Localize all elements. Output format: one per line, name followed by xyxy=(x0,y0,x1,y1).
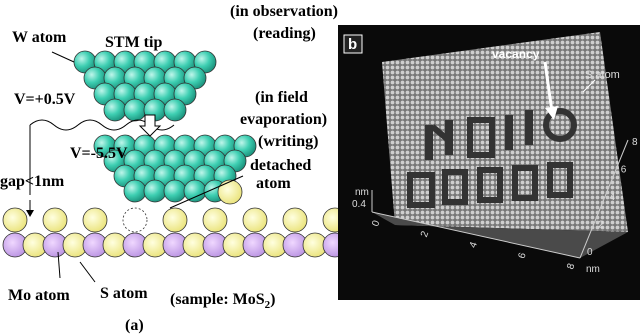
label: gap<1nm xyxy=(0,173,65,190)
atom xyxy=(3,208,27,232)
label: atom xyxy=(256,175,291,192)
atom xyxy=(43,208,67,232)
y-tick-label: 2 xyxy=(598,220,604,231)
y-tick-label: 0 xyxy=(587,247,593,258)
z-unit: nm xyxy=(355,187,369,198)
atom xyxy=(164,99,186,121)
label: (in field xyxy=(255,89,308,106)
atom xyxy=(203,208,227,232)
atom xyxy=(104,99,126,121)
atom xyxy=(243,208,267,232)
y-tick-label: 4 xyxy=(610,192,616,203)
atom xyxy=(124,180,146,202)
atom xyxy=(164,180,186,202)
label: Mo atom xyxy=(8,287,70,304)
label: W atom xyxy=(12,29,67,46)
z-tick: 0.4 xyxy=(352,199,366,210)
label: V=-5.5V xyxy=(70,145,128,162)
arrow-head xyxy=(26,210,34,217)
label: evaporation) xyxy=(240,111,327,128)
w-pointer xyxy=(52,52,74,62)
atom xyxy=(218,180,242,204)
label: S atom xyxy=(585,69,620,81)
label: STM tip xyxy=(105,34,162,51)
caption: b xyxy=(348,36,357,53)
label: vacancy xyxy=(492,47,540,61)
atom xyxy=(83,208,107,232)
y-tick-label: 6 xyxy=(621,165,627,176)
label: (writing) xyxy=(258,133,318,150)
atom xyxy=(123,208,147,232)
atom xyxy=(163,208,187,232)
atom xyxy=(283,208,307,232)
label-part: ) xyxy=(270,291,275,308)
atom xyxy=(184,180,206,202)
atoms xyxy=(3,51,347,257)
s-pointer xyxy=(80,262,95,282)
y-tick-label: 8 xyxy=(632,137,638,148)
label: detached xyxy=(250,157,311,174)
figure: (in observation) (reading) W atom STM ti… xyxy=(0,0,644,336)
label: S atom xyxy=(100,285,148,302)
label: (reading) xyxy=(253,25,316,42)
label-part: (sample: MoS xyxy=(170,291,265,308)
label: V=+0.5V xyxy=(14,91,76,108)
x-unit: nm xyxy=(586,264,600,275)
atom xyxy=(144,180,166,202)
label: (sample: MoS2) xyxy=(170,291,275,311)
atom xyxy=(124,99,146,121)
caption: (a) xyxy=(125,317,144,334)
label: (in observation) xyxy=(230,3,338,20)
